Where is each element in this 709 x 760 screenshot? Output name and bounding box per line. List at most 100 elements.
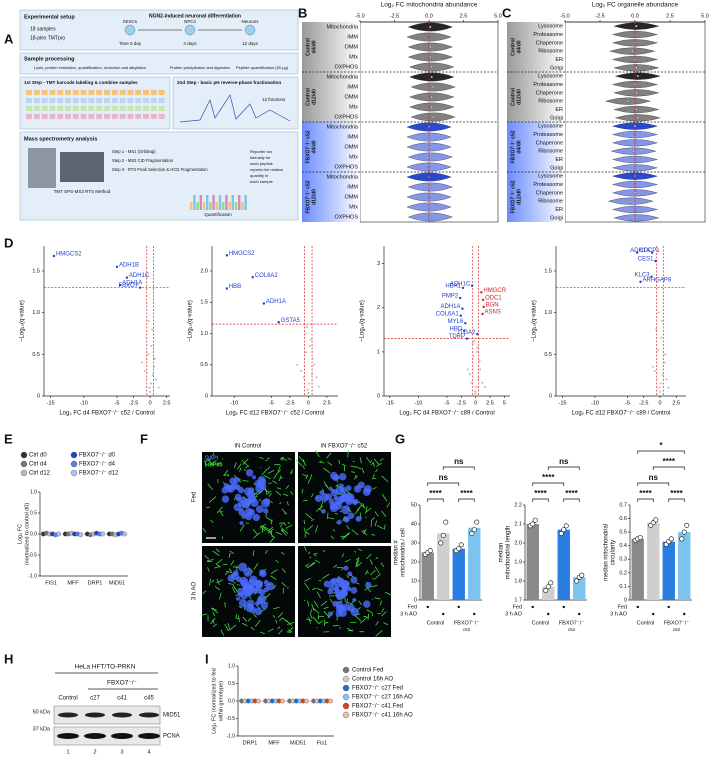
y-axis-label: median [499, 543, 505, 563]
band [139, 712, 159, 718]
channel-label: DAPI [205, 455, 219, 461]
significance-label: **** [565, 489, 578, 498]
mito-signal [303, 546, 307, 552]
category-label: Mtx [349, 204, 358, 210]
x-tick-label: 2.5 [672, 400, 680, 406]
mito-signal [253, 564, 258, 570]
mito-signal [242, 616, 248, 622]
mito-signal [214, 565, 221, 569]
mito-signal [342, 532, 351, 539]
tmt-cell [80, 114, 87, 119]
significance-bracket [563, 498, 580, 502]
panel-label: H [4, 651, 13, 666]
category-label: ER [555, 57, 563, 63]
point [149, 382, 152, 385]
nucleus [340, 486, 347, 494]
reporter-bar [215, 202, 218, 210]
mito-signal [212, 623, 218, 628]
labeled-point [115, 265, 119, 269]
mito-signal [305, 513, 313, 520]
condition-dot [652, 612, 655, 616]
point [472, 355, 475, 358]
category-label: IMM [347, 184, 358, 190]
group-label: Control [427, 620, 445, 626]
bar [557, 529, 570, 600]
cell-icon [244, 24, 256, 36]
reporter-bar [234, 202, 238, 210]
median [430, 75, 433, 79]
y-tick-label: 1 [377, 349, 380, 355]
label: Protein precipitation and digestion [170, 65, 230, 70]
point-label: ADH1A [122, 281, 142, 287]
nucleus [347, 512, 355, 520]
mito-signal [263, 474, 271, 480]
point [481, 381, 484, 384]
category-label: OXPHOS [334, 214, 358, 220]
point-label: HMGCR [483, 288, 506, 294]
mito-signal [304, 577, 311, 582]
x-tick-label: -5 [625, 400, 630, 406]
mito-signal [207, 567, 210, 572]
y-axis-label: mitochondrial length [506, 526, 512, 580]
nucleus [236, 587, 245, 596]
y-tick-label: -0.5 [226, 716, 235, 722]
mito-signal [371, 584, 378, 588]
group-label: d12/d0 [311, 89, 317, 105]
tmt-cell [26, 114, 32, 119]
point-label: ADH1A [266, 299, 286, 305]
category-label: Proteasome [533, 182, 563, 188]
mito-signal [268, 482, 272, 485]
mito-signal [224, 623, 230, 632]
mito-signal [216, 579, 224, 584]
mito-signal [280, 527, 289, 535]
tmt-cell [33, 98, 40, 103]
mito-signal [239, 524, 245, 532]
mito-signal [382, 494, 388, 502]
point [141, 361, 144, 364]
category-label: Proteasome [533, 32, 563, 38]
point [477, 377, 480, 380]
nucleus [334, 474, 340, 480]
x-tick-label: 5.0 [494, 13, 502, 19]
reporter-bar [228, 202, 231, 210]
mito-signal [267, 526, 274, 532]
mito-signal [312, 616, 319, 624]
label: 2nd Step - basic pH reverse-phase fracti… [177, 80, 281, 85]
legend-label: Control 16h AO [352, 677, 393, 683]
point [468, 372, 471, 375]
y-tick-label: 0 [624, 597, 627, 603]
mito-signal [261, 468, 268, 476]
dot [100, 531, 106, 537]
mito-signal [303, 499, 308, 502]
mito-signal [369, 559, 373, 565]
condition-dot [636, 605, 639, 609]
nucleus [252, 513, 261, 522]
mito-signal [307, 600, 310, 607]
mito-signal [370, 519, 373, 527]
tmt-cell [72, 106, 79, 111]
y-tick-label: 1.9 [514, 559, 522, 565]
mito-signal [350, 465, 357, 468]
tmt-cell [111, 90, 118, 95]
tmt-cell [80, 106, 87, 111]
x-tick-label: -2.5 [390, 13, 399, 19]
mito-signal [306, 524, 314, 532]
mito-signal [287, 457, 292, 460]
point [308, 382, 311, 385]
significance-bracket [532, 498, 549, 502]
reporter-bar [244, 195, 247, 210]
mito-signal [366, 609, 373, 614]
median [431, 115, 435, 119]
x-tick-label: -2.5 [285, 400, 294, 406]
nucleus [236, 596, 241, 601]
mito-signal [207, 483, 213, 491]
mito-signal [355, 466, 362, 470]
clone-label: c52 [463, 627, 471, 632]
band-label: PCNA [163, 734, 180, 740]
nucleus [260, 601, 269, 610]
point [155, 378, 158, 381]
mito-signal [222, 563, 228, 566]
mito-signal [318, 620, 323, 625]
mito-signal [320, 600, 328, 607]
mito-signal [287, 621, 295, 625]
